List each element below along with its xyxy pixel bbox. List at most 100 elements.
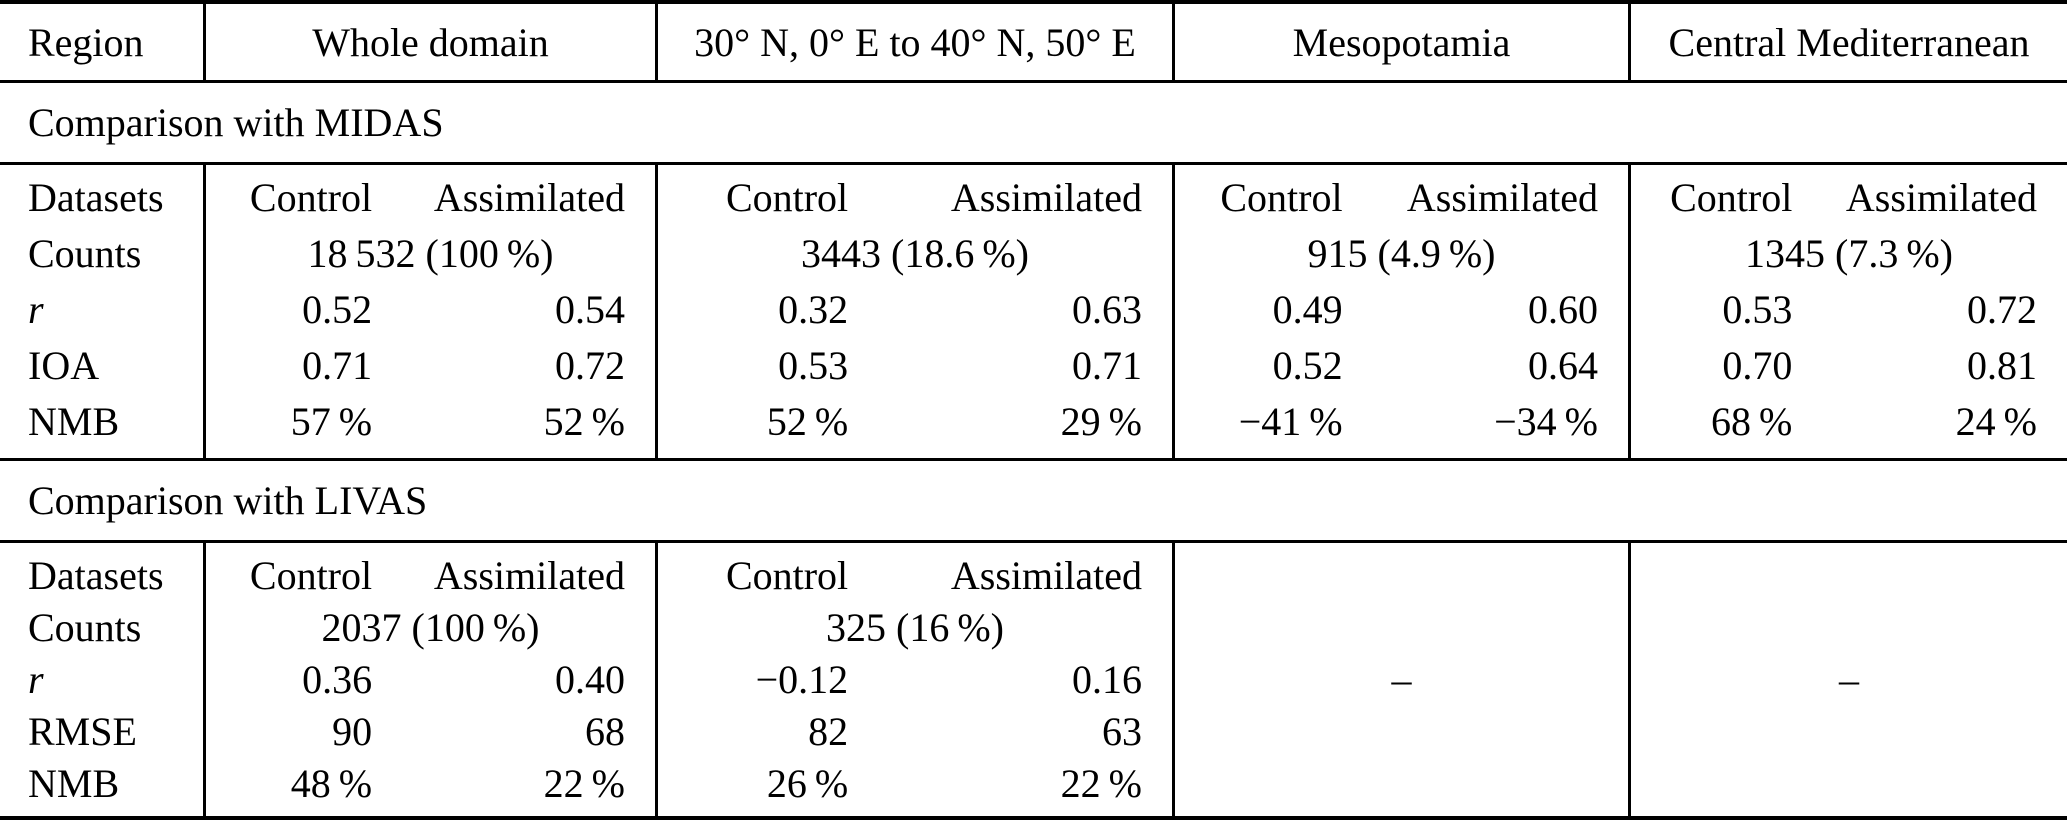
row-label-ioa: IOA [28,342,100,388]
empty-cell [1175,549,1628,601]
subheader-row: Control Assimilated [658,549,1172,601]
cell-value: 0.36 [302,656,373,702]
assimilated-header: Assimilated [433,552,625,598]
assimilated-header: Assimilated [433,174,625,220]
cell-value: 57 % [290,398,373,444]
empty-cell [1175,757,1628,809]
counts-value: 915 (4.9 %) [1307,230,1496,276]
counts-value: 3443 (18.6 %) [801,230,1029,276]
no-data-dash: – [1391,656,1412,702]
livas-data-block: Datasets Counts r RMSE NMB Control Assim… [0,543,2067,816]
header-row: Region Whole domain 30° N, 0° E to 40° N… [0,4,2067,80]
midas-data-block: Datasets Counts r IOA NMB Control Assimi… [0,165,2067,458]
cell-value: −0.12 [755,656,849,702]
cell-value: 22 % [1060,760,1142,806]
cell-value: 22 % [543,760,625,806]
empty-cell [1175,601,1628,653]
nmb-values-row: 48 % 22 % [206,757,655,809]
rmse-values-row: 90 68 [206,705,655,757]
cell-value: 0.60 [1527,286,1598,332]
subheader-row: Control Assimilated [1175,169,1628,225]
assimilated-header: Assimilated [1845,174,2037,220]
assimilated-header: Assimilated [950,174,1142,220]
cell-value: 0.54 [554,286,625,332]
rule-below-header [0,80,2067,83]
counts-value: 2037 (100 %) [321,604,540,650]
nmb-values-row: 26 % 22 % [658,757,1172,809]
row-label-r: r [28,656,44,702]
header-whole-domain: Whole domain [203,4,655,80]
subheader-row: Control Assimilated [1631,169,2067,225]
livas-column-lat-lon-box: Control Assimilated 325 (16 %) −0.12 0.1… [655,543,1172,816]
empty-cell [1631,757,2067,809]
cell-value: 52 % [766,398,849,444]
subheader-row: Control Assimilated [206,169,655,225]
assimilated-header: Assimilated [1406,174,1598,220]
r-values-row: 0.49 0.60 [1175,281,1628,337]
midas-column-whole-domain: Control Assimilated 18 532 (100 %) 0.52 … [203,165,655,458]
counts-value: 1345 (7.3 %) [1745,230,1953,276]
subheader-row: Control Assimilated [658,169,1172,225]
ioa-values-row: 0.70 0.81 [1631,337,2067,393]
cell-value: 29 % [1060,398,1142,444]
row-label-counts: Counts [28,604,142,650]
cell-value: 63 [1101,708,1142,754]
header-region: Region [28,19,144,65]
cell-value: 0.49 [1272,286,1343,332]
empty-cell [1631,705,2067,757]
control-header: Control [249,552,373,598]
row-label-counts: Counts [28,230,142,276]
cell-value: 0.40 [554,656,625,702]
cell-value: 24 % [1955,398,2037,444]
row-label-r: r [28,286,44,332]
row-label-rmse: RMSE [28,708,137,754]
control-header: Control [1220,174,1343,220]
livas-row-labels-column: Datasets Counts r RMSE NMB [0,543,203,816]
r-values-row: −0.12 0.16 [658,653,1172,705]
empty-cell [1631,549,2067,601]
livas-column-whole-domain: Control Assimilated 2037 (100 %) 0.36 0.… [203,543,655,816]
cell-value: 0.63 [1071,286,1142,332]
cell-value: 0.52 [302,286,373,332]
rule-above-livas-title [0,458,2067,461]
header-central-mediterranean: Central Mediterranean [1628,4,2067,80]
cell-value: 90 [332,708,373,754]
section-title-midas: Comparison with MIDAS [28,100,444,145]
assimilated-header: Assimilated [950,552,1142,598]
cell-value: 0.52 [1272,342,1343,388]
control-header: Control [1670,174,1793,220]
midas-column-lat-lon-box: Control Assimilated 3443 (18.6 %) 0.32 0… [655,165,1172,458]
nmb-values-row: 57 % 52 % [206,393,655,449]
rule-below-livas-title [0,540,2067,543]
cell-value: 0.71 [1071,342,1142,388]
r-values-row: 0.53 0.72 [1631,281,2067,337]
nmb-values-row: 52 % 29 % [658,393,1172,449]
cell-value: 0.53 [778,342,849,388]
top-rule [0,0,2067,4]
midas-column-mesopotamia: Control Assimilated 915 (4.9 %) 0.49 0.6… [1172,165,1628,458]
header-lat-lon-box: 30° N, 0° E to 40° N, 50° E [655,4,1172,80]
row-label-datasets: Datasets [28,552,164,598]
cell-value: 0.16 [1071,656,1142,702]
midas-column-central-mediterranean: Control Assimilated 1345 (7.3 %) 0.53 0.… [1628,165,2067,458]
midas-row-labels-column: Datasets Counts r IOA NMB [0,165,203,458]
livas-column-mesopotamia: – [1172,543,1628,816]
cell-value: −41 % [1238,398,1343,444]
control-header: Control [725,174,849,220]
r-values-row: 0.36 0.40 [206,653,655,705]
control-header: Control [249,174,373,220]
bottom-rule [0,816,2067,820]
counts-value: 325 (16 %) [826,604,1004,650]
ioa-values-row: 0.71 0.72 [206,337,655,393]
cell-value: 82 [808,708,849,754]
no-data-dash: – [1839,656,1859,702]
cell-value: −34 % [1494,398,1598,444]
r-values-row: 0.52 0.54 [206,281,655,337]
cell-value: 0.32 [778,286,849,332]
counts-value: 18 532 (100 %) [307,230,554,276]
nmb-values-row: −41 % −34 % [1175,393,1628,449]
cell-value: 68 % [1710,398,1793,444]
cell-value: 0.70 [1722,342,1793,388]
cell-value: 0.81 [1966,342,2037,388]
